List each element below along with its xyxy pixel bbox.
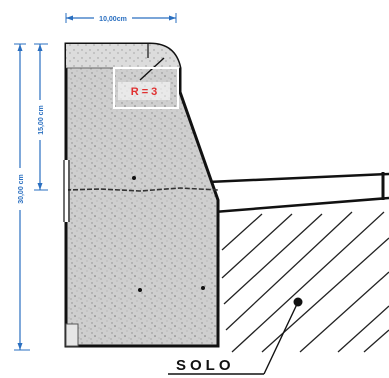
curb-body — [63, 42, 220, 348]
upper-height-label: 15,00 cm — [38, 105, 45, 135]
vertical-dimensions: 15,00 cm 30,00 cm — [14, 43, 48, 351]
top-width-label: 10,00cm — [99, 16, 127, 23]
ground-label: SOLO — [176, 357, 235, 374]
pavement-lines — [207, 172, 389, 214]
radius-detail: R = 3 — [113, 44, 179, 109]
top-width-dimension: 10,00cm — [65, 13, 177, 23]
soil-hatching — [221, 211, 389, 353]
ground-annotation: SOLO — [168, 297, 303, 375]
radius-label: R = 3 — [131, 86, 158, 98]
total-height-label: 30,00 cm — [18, 174, 25, 204]
